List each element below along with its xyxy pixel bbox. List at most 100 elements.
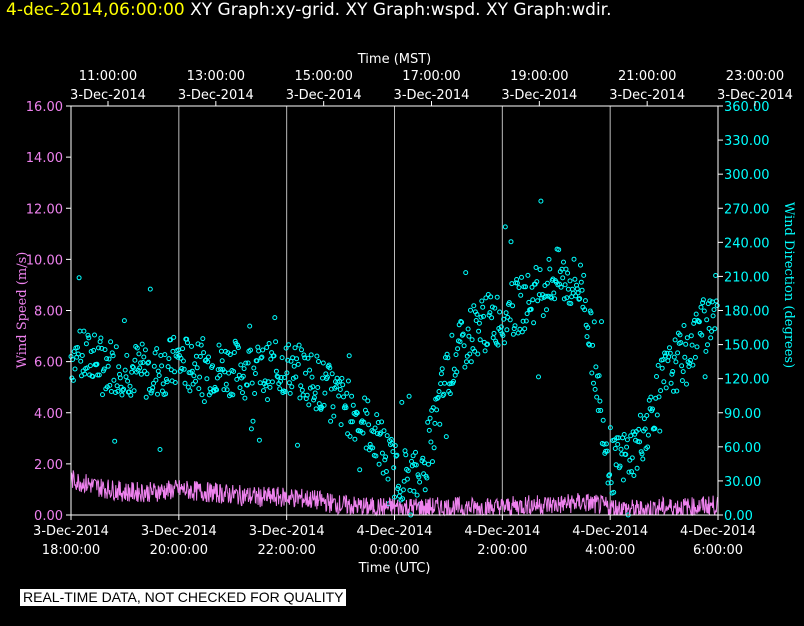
wind-direction-point bbox=[400, 487, 406, 493]
wind-direction-point bbox=[197, 354, 203, 359]
wind-direction-point bbox=[421, 471, 427, 477]
wind-direction-point bbox=[145, 360, 151, 366]
wind-direction-point bbox=[508, 239, 514, 245]
header-graph-3: XY Graph:wdir. bbox=[485, 0, 612, 20]
bottom-tick-date: 3-Dec-2014 bbox=[249, 524, 325, 539]
wind-direction-point bbox=[352, 436, 358, 442]
wind-direction-point bbox=[578, 279, 584, 285]
wind-direction-point bbox=[104, 356, 110, 362]
wind-direction-point bbox=[143, 394, 149, 400]
wind-direction-point bbox=[90, 374, 96, 379]
wind-direction-point bbox=[316, 401, 322, 407]
wind-direction-point bbox=[479, 298, 485, 304]
wind-direction-point bbox=[349, 419, 355, 425]
wind-direction-point bbox=[101, 366, 107, 372]
right-tick-label: 180.00 bbox=[724, 305, 770, 320]
wind-direction-point bbox=[502, 224, 508, 230]
wind-direction-point bbox=[343, 405, 349, 411]
wind-direction-point bbox=[627, 457, 633, 463]
wind-direction-point bbox=[670, 369, 676, 374]
wind-direction-point bbox=[373, 453, 379, 459]
wind-direction-point bbox=[573, 293, 579, 299]
wind-direction-point bbox=[696, 319, 702, 325]
bottom-tick-time: 4:00:00 bbox=[585, 543, 635, 558]
wind-direction-point bbox=[410, 453, 416, 459]
wind-direction-point bbox=[503, 310, 509, 316]
wind-direction-point bbox=[304, 392, 310, 398]
top-tick-date: 3-Dec-2014 bbox=[394, 88, 470, 103]
top-tick-date: 3-Dec-2014 bbox=[717, 88, 793, 103]
wind-direction-point bbox=[592, 386, 598, 392]
wind-direction-point bbox=[235, 342, 241, 348]
wind-direction-point bbox=[434, 395, 440, 401]
wind-direction-point bbox=[614, 435, 620, 441]
wind-direction-point bbox=[663, 385, 669, 391]
wind-direction-point bbox=[682, 354, 688, 360]
wind-direction-point bbox=[678, 340, 684, 346]
graph-header: 4-dec-2014,06:00:00 XY Graph:xy-grid. XY… bbox=[6, 0, 612, 20]
wind-direction-point bbox=[349, 393, 355, 399]
wind-direction-point bbox=[472, 348, 478, 354]
wind-direction-point bbox=[679, 363, 685, 369]
wind-direction-point bbox=[86, 335, 92, 341]
wind-direction-point bbox=[151, 380, 156, 386]
wind-direction-point bbox=[185, 340, 190, 346]
wind-direction-point bbox=[713, 273, 719, 278]
wind-direction-point bbox=[218, 366, 224, 372]
wind-direction-point bbox=[139, 341, 145, 347]
wind-direction-point bbox=[544, 280, 550, 286]
wind-direction-point bbox=[347, 433, 353, 439]
wind-direction-point bbox=[367, 441, 373, 447]
wind-direction-point bbox=[345, 378, 351, 384]
wind-direction-point bbox=[489, 304, 495, 310]
bottom-tick-time: 6:00:00 bbox=[693, 543, 743, 558]
wind-direction-point bbox=[556, 247, 562, 253]
wind-direction-point bbox=[337, 387, 343, 392]
wind-direction-point bbox=[248, 347, 253, 353]
wind-direction-point bbox=[480, 304, 486, 310]
wind-direction-point bbox=[402, 448, 408, 454]
wind-direction-point bbox=[122, 367, 128, 373]
wind-direction-point bbox=[681, 323, 687, 328]
wind-direction-point bbox=[415, 472, 421, 478]
wind-direction-point bbox=[204, 376, 210, 382]
wind-direction-point bbox=[77, 328, 83, 334]
wind-direction-point bbox=[612, 446, 618, 451]
wind-direction-point bbox=[417, 479, 423, 485]
wind-direction-point bbox=[293, 374, 299, 380]
wind-direction-point bbox=[585, 325, 591, 331]
wind-direction-point bbox=[426, 427, 432, 433]
wind-direction-point bbox=[400, 496, 406, 502]
wind-direction-point bbox=[327, 365, 333, 371]
wind-direction-point bbox=[273, 368, 279, 374]
wind-direction-point bbox=[611, 489, 617, 495]
wind-direction-point bbox=[631, 473, 637, 478]
wind-direction-point bbox=[230, 392, 236, 398]
wind-direction-point bbox=[78, 358, 84, 364]
wind-direction-point bbox=[482, 348, 488, 354]
wind-direction-point bbox=[648, 394, 654, 400]
wind-direction-point bbox=[223, 381, 229, 387]
wind-direction-point bbox=[287, 390, 293, 396]
wind-direction-point bbox=[547, 266, 553, 272]
wind-direction-point bbox=[458, 319, 464, 324]
wind-direction-point bbox=[339, 375, 345, 381]
wind-direction-point bbox=[700, 297, 706, 303]
wind-direction-point bbox=[581, 272, 587, 278]
wind-direction-point bbox=[525, 272, 531, 278]
wind-direction-point bbox=[714, 303, 720, 308]
wind-direction-point bbox=[425, 419, 431, 425]
wind-direction-point bbox=[473, 318, 479, 323]
header-graph-1: XY Graph:xy-grid. bbox=[190, 0, 341, 20]
wind-direction-point bbox=[568, 301, 574, 306]
wind-direction-point bbox=[320, 360, 326, 366]
wind-direction-point bbox=[164, 379, 170, 385]
wind-direction-point bbox=[328, 418, 334, 424]
wind-direction-point bbox=[483, 295, 489, 301]
wind-direction-point bbox=[354, 409, 359, 415]
wind-direction-point bbox=[108, 389, 114, 394]
wind-direction-point bbox=[158, 353, 164, 358]
wind-direction-point bbox=[134, 345, 140, 351]
wind-direction-point bbox=[364, 410, 370, 416]
wind-direction-point bbox=[309, 374, 315, 380]
